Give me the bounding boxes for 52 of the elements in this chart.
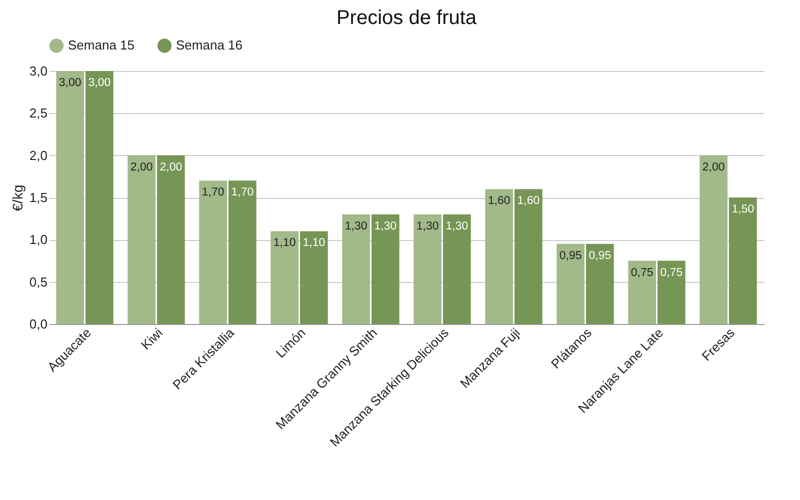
bar — [485, 189, 514, 324]
bar — [342, 214, 370, 324]
bar — [228, 180, 256, 324]
bar — [414, 214, 442, 324]
bar — [156, 155, 185, 324]
bar — [300, 231, 328, 324]
bar — [700, 155, 728, 324]
y-tick-label: 2,5 — [29, 106, 48, 121]
bar — [371, 214, 400, 324]
data-label: 1,60 — [488, 195, 510, 208]
data-label: 1,30 — [446, 220, 468, 232]
data-label: 0,75 — [630, 266, 654, 279]
y-tick-label: 3,0 — [29, 64, 48, 78]
chart-title: Precios de fruta — [336, 7, 478, 29]
data-label: 2,00 — [160, 161, 182, 174]
bar — [270, 231, 299, 324]
data-label: 0,75 — [660, 266, 683, 279]
y-tick-label: 0,0 — [29, 316, 48, 332]
bar — [85, 71, 114, 324]
y-tick-label: 2,0 — [29, 148, 48, 163]
data-label: 3,00 — [88, 77, 111, 89]
bar — [56, 71, 84, 324]
data-label: 1,60 — [517, 195, 540, 208]
legend-label: Semana 16 — [176, 38, 242, 53]
data-label: 0,95 — [559, 250, 582, 262]
data-label: 1,30 — [416, 220, 439, 232]
data-label: 0,95 — [588, 250, 612, 262]
data-label: 1,50 — [732, 204, 754, 216]
bar — [442, 214, 471, 324]
data-label: 3,00 — [58, 77, 82, 89]
bar — [728, 198, 757, 324]
data-label: 2,00 — [702, 161, 725, 174]
bar — [514, 189, 542, 324]
legend-label: Semana 15 — [68, 38, 134, 53]
bar — [199, 180, 228, 324]
data-label: 1,10 — [273, 237, 296, 250]
y-tick-label: 1,5 — [29, 190, 48, 205]
y-tick-label: 1,0 — [29, 232, 48, 248]
bar — [657, 260, 686, 324]
bar — [628, 260, 656, 324]
data-label: 1,70 — [231, 186, 254, 199]
data-label: 1,30 — [374, 220, 397, 232]
bar — [556, 244, 585, 324]
bar — [586, 244, 614, 324]
data-label: 1,10 — [302, 237, 326, 250]
data-label: 1,70 — [202, 186, 224, 199]
bar — [128, 155, 156, 324]
x-tick-label: Kiwi — [138, 325, 166, 353]
data-label: 1,30 — [344, 220, 368, 232]
y-tick-label: 0,5 — [29, 274, 48, 290]
y-axis-title: €/kg — [9, 184, 26, 212]
data-label: 2,00 — [130, 161, 153, 174]
